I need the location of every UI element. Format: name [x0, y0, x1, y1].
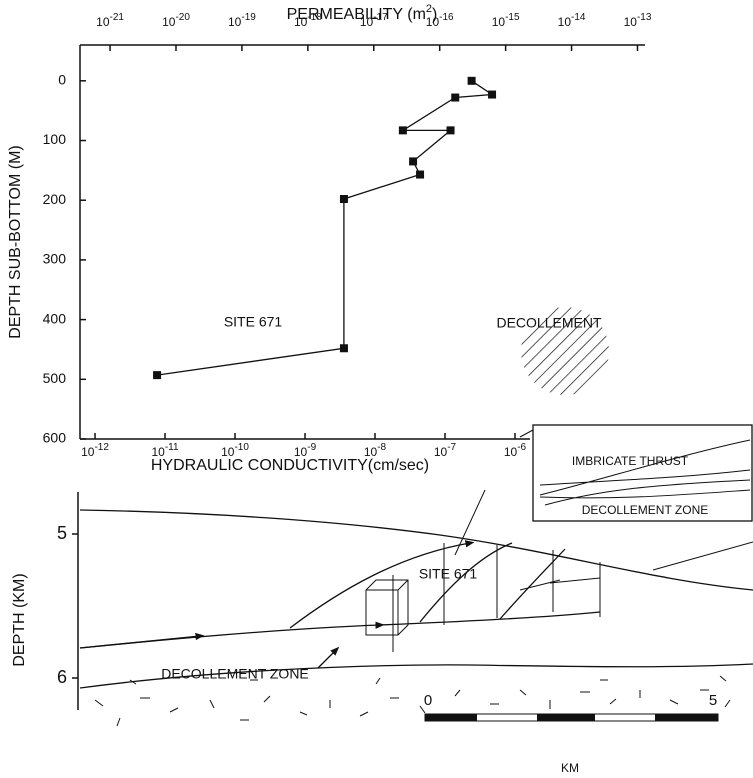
data-point [488, 90, 497, 99]
data-point [467, 76, 476, 85]
x2-tick-label: 10-17 [360, 12, 388, 30]
y-tick-label: 0 [58, 72, 66, 88]
cross-section: DEPTH (KM) 5 6 SITE 671 DECOLLEMENT ZONE… [11, 424, 753, 775]
section-axis [72, 492, 79, 710]
data-point [339, 344, 348, 353]
inset-label: DECOLLEMENT ZONE [582, 503, 708, 517]
y-tick-label: 600 [43, 430, 67, 446]
x-tick-label: 10-7 [434, 442, 457, 460]
y-axis-label: DEPTH SUB-BOTTOM (M) [7, 145, 24, 338]
data-point [339, 195, 348, 204]
x-tick-label: 10-10 [221, 442, 249, 460]
data-point [153, 371, 162, 380]
box [365, 579, 409, 636]
data-line [157, 80, 494, 376]
y-tick-label: 300 [43, 251, 67, 267]
inset-leader [519, 429, 753, 571]
basement-texture [94, 675, 731, 727]
inset-label: IMBRICATE THRUST [572, 454, 689, 468]
x2-tick-label: 10-15 [492, 12, 520, 30]
scale-label: 0 [424, 692, 432, 709]
section-y-label: DEPTH (KM) [11, 573, 28, 666]
data-point [416, 170, 425, 179]
site-label: SITE 671 [419, 566, 478, 582]
depth-label: 5 [57, 523, 67, 543]
data-point [409, 157, 418, 166]
data-point [451, 93, 460, 102]
x2-tick-label: 10-20 [162, 12, 190, 30]
x-tick-label: 10-6 [504, 442, 527, 460]
y-tick-label: 500 [43, 370, 67, 386]
annotation: SITE 671 [224, 314, 283, 330]
scale-label: 5 [709, 692, 717, 709]
x-axis-label: HYDRAULIC CONDUCTIVITY(cm/sec) [151, 457, 429, 474]
chart-title: PERMEABILITY (m2) [287, 3, 438, 23]
x2-tick-label: 10-21 [96, 12, 124, 30]
x2-tick-label: 10-19 [228, 12, 256, 30]
x-tick-label: 10-9 [294, 442, 317, 460]
x2-tick-label: 10-14 [558, 12, 586, 30]
decollement [79, 611, 601, 649]
depth-label: 6 [57, 667, 67, 687]
y-tick-label: 200 [43, 191, 67, 207]
boreholes [392, 543, 601, 652]
site-leader [454, 489, 486, 556]
thrust-arrow [79, 632, 205, 649]
inset-thrusts [539, 439, 751, 506]
decollement-hatch [521, 307, 609, 395]
thrust [499, 548, 566, 620]
thrust [289, 540, 475, 629]
seafloor [79, 509, 753, 591]
basement-top [79, 663, 753, 689]
data-point [398, 126, 407, 135]
x2-tick-label: 10-18 [294, 12, 322, 30]
thrust [419, 542, 513, 623]
x-tick-label: 10-11 [151, 442, 179, 460]
x-tick-label: 10-12 [81, 442, 109, 460]
data-point [446, 126, 455, 135]
zone-label: DECOLLEMENT ZONE [161, 666, 309, 682]
scale-bar-fill [425, 714, 718, 721]
x-tick-label: 10-8 [364, 442, 387, 460]
y-tick-label: 400 [43, 310, 67, 326]
x2-tick-label: 10-16 [426, 12, 454, 30]
y-tick-label: 100 [43, 131, 67, 147]
zone-arrow [317, 646, 340, 669]
x2-tick-label: 10-13 [624, 12, 652, 30]
scale-unit: KM [561, 761, 579, 775]
